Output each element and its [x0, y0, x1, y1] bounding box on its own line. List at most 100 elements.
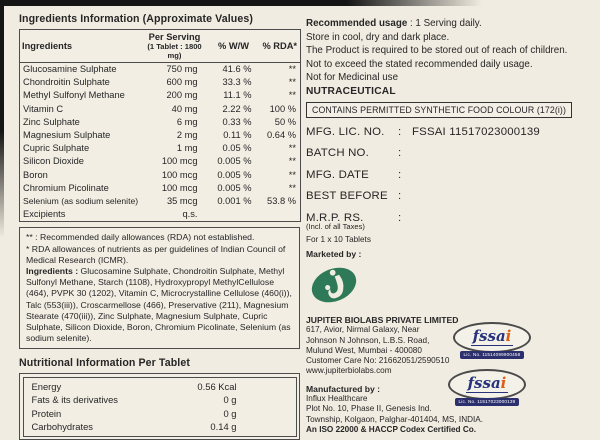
fssai-oval-icon: fssai [453, 322, 531, 353]
fssai-oval-icon: fssai [448, 369, 526, 400]
ingredient-amount: 6 mg [176, 116, 198, 127]
food-colour-declaration-box: CONTAINS PERMITTED SYNTHETIC FOOD COLOUR… [306, 101, 572, 118]
ingredient-ww: 0.005 % [217, 156, 252, 167]
nutrition-row: Protein 0 g [32, 407, 288, 420]
marketer-website: www.jupiterbiolabs.com [306, 366, 392, 376]
ingredient-ww: 0.005 % [217, 169, 252, 180]
ingredient-name: Glucosamine Sulphate [23, 64, 117, 74]
ingredient-amount: 200 mg [166, 90, 198, 101]
fssai-wordmark: fssa [472, 327, 506, 345]
fssai-logo: fssai Lic. No. 11514099900458 [449, 322, 535, 359]
nutrition-table: Energy 0.56 Kcal Fats & its derivatives 0 … [19, 373, 300, 440]
best-before-field: BEST BEFORE: [306, 190, 402, 203]
ingredient-name: Silicon Dioxide [23, 156, 84, 167]
fssai-license-number: Lic. No. 11517023000139 [454, 398, 520, 406]
ingredients-panel: Ingredients Information (Approximate Val… [19, 13, 301, 440]
ingredient-amount: 1 mg [176, 143, 198, 154]
ingredient-amount: 600 mg [166, 77, 198, 88]
ingredient-ww [208, 208, 260, 222]
table-row: Magnesium Sulphate 2 mg 0.11 % 0.64 % [20, 129, 301, 142]
col-header-ingredients: Ingredients [19, 29, 142, 63]
mfg-date-field: MFG. DATE: [306, 168, 402, 181]
storage-line: Not for Medicinal use [306, 72, 399, 84]
manufacturer-address-line: Township, Kolgaon, Palghar-401404, MS, I… [306, 414, 484, 424]
rda-notes-box: ** : Recommended daily allowances (RDA) … [19, 227, 300, 350]
nutrient-value: 0 g [223, 407, 237, 419]
ingredients-table-header: Ingredients Per Serving (1 Tablet : 1800… [19, 29, 301, 63]
table-row: Glucosamine Sulphate 750 mg 41.6 % ** [20, 63, 301, 77]
col-header-rda: % RDA* [259, 29, 301, 63]
nutraceutical-label: NUTRACEUTICAL [306, 85, 396, 97]
ingredient-name: Chondroitin Sulphate [23, 77, 110, 88]
marketed-by-label: Marketed by : [306, 248, 362, 259]
ingredient-name: Chromium Picolinate [23, 182, 109, 193]
ingredient-name: Boron [23, 169, 48, 180]
ingredient-ww: 41.6 % [222, 64, 252, 74]
ingredient-rda: ** [288, 64, 296, 74]
ingredient-amount: 100 mcg [161, 156, 198, 167]
label-photo-edge-top [0, 0, 482, 6]
ingredients-info-title: Ingredients Information (Approximate Val… [19, 13, 253, 25]
mrp-field: M.R.P. RS.: [306, 211, 402, 224]
ingredient-ww: 0.33 % [222, 116, 252, 127]
ingredient-rda: ** [288, 182, 296, 193]
fssai-logo: fssai Lic. No. 11517023000139 [444, 369, 530, 406]
ingredient-ww: 11.1 % [223, 90, 252, 101]
manufacturer-name: Influx Healthcare [306, 394, 368, 404]
ingredient-name: Magnesium Sulphate [23, 130, 111, 141]
ingredient-rda: ** [288, 169, 296, 180]
ingredient-amount: 750 mg [166, 64, 198, 74]
col-header-per-serving-sub: (1 Tablet : 1800 mg) [147, 42, 202, 60]
table-row: Cupric Sulphate 1 mg 0.05 % ** [20, 142, 301, 155]
ingredient-name: Excipients [23, 209, 66, 220]
usage-and-company-panel: Recommended usage : 1 Serving daily. Sto… [306, 17, 594, 435]
ingredient-amount: 40 mg [171, 103, 198, 114]
nutrition-row: Energy 0.56 Kcal [32, 380, 288, 393]
mfg-lic-no-field: MFG. LIC. NO.: FSSAI 11517023000139 [306, 125, 540, 138]
ingredients-list: Ingredients : Glucosamine Sulphate, Chon… [26, 266, 293, 344]
storage-line: The Product is required to be stored out… [306, 45, 568, 57]
ingredient-amount: 100 mcg [161, 169, 198, 180]
usage-block: Recommended usage : 1 Serving daily. Sto… [306, 17, 594, 99]
storage-line: Store in cool, dry and dark place. [306, 31, 450, 43]
nutrient-name: Fats & its derivatives [31, 394, 119, 406]
table-row: Selenium (as sodium selenite) 35 mcg 0.001… [20, 195, 301, 208]
mfg-lic-no-value: FSSAI 11517023000139 [412, 125, 540, 138]
table-row: Boron 100 mcg 0.005 % ** [20, 169, 301, 182]
ingredients-list-text: Glucosamine Sulphate, Chondroitin Sulpha… [26, 266, 292, 344]
ingredient-ww: 0.05 % [222, 143, 252, 154]
ingredient-name: Zinc Sulphate [23, 116, 80, 127]
nutrition-info-title: Nutritional Information Per Tablet [19, 357, 190, 370]
ingredient-name: Cupric Sulphate [23, 143, 90, 154]
ingredient-ww: 2.22 % [222, 103, 252, 114]
batch-no-field: BATCH NO.: [306, 147, 402, 160]
fssai-wordmark: fssa [467, 374, 501, 392]
ingredient-rda: ** [288, 77, 296, 88]
fssai-wordmark-i: i [500, 374, 507, 392]
nutrient-name: Protein [31, 407, 62, 419]
jupiter-biolabs-logo-icon [311, 267, 357, 303]
table-row: Excipients q.s. [20, 208, 301, 222]
pack-size: For 1 x 10 Tablets [306, 234, 371, 244]
ingredient-name: Selenium (as sodium selenite) [23, 196, 139, 207]
table-row: Chondroitin Sulphate 600 mg 33.3 % ** [20, 76, 301, 89]
ingredient-name: Methyl Sulfonyl Methane [23, 90, 125, 101]
ingredients-list-label: Ingredients : [26, 266, 79, 277]
ingredient-rda: 100 % [269, 103, 296, 114]
ingredient-ww: 33.3 % [222, 77, 252, 88]
ingredient-rda: 50 % [274, 116, 296, 127]
label-photo-edge-left [0, 0, 4, 238]
ingredient-ww: 0.001 % [217, 196, 252, 207]
ingredients-table: Ingredients Per Serving (1 Tablet : 1800… [19, 29, 301, 223]
storage-line: Not to exceed the stated recommended dai… [306, 58, 533, 70]
nutrient-value: 0.56 Kcal [197, 380, 237, 392]
nutrition-row: Carbohydrates 0.14 g [32, 420, 288, 433]
ingredient-ww: 0.11 % [223, 130, 252, 141]
ingredient-rda: 53.8 % [267, 196, 296, 207]
marketer-address-line: 617, Avior, Nirmal Galaxy, Near [306, 325, 420, 335]
fssai-wordmark-i: i [505, 327, 512, 345]
table-row: Silicon Dioxide 100 mcg 0.005 % ** [20, 155, 301, 168]
ingredient-amount: 2 mg [176, 130, 198, 141]
table-row: Chromium Picolinate 100 mcg 0.005 % ** [20, 182, 301, 195]
recommended-usage-line: Recommended usage : 1 Serving daily. [306, 18, 482, 29]
